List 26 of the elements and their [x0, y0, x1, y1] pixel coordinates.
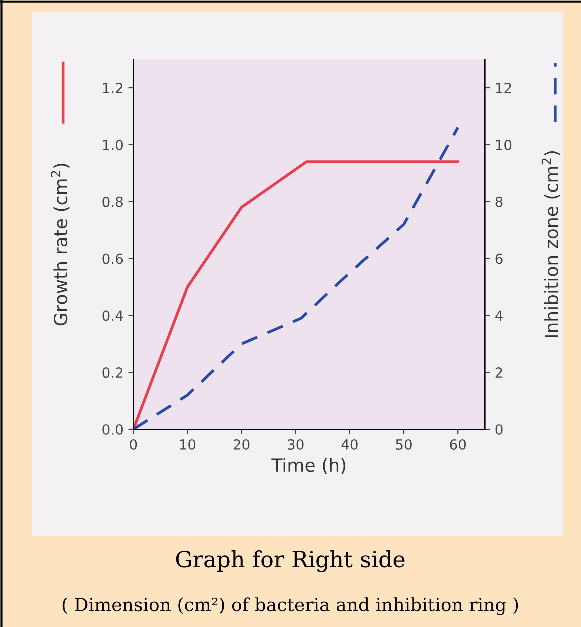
- y2-axis-title: Inhibition zone (cm$^{2}$): [542, 152, 561, 338]
- y2-tick-label: 8: [496, 196, 503, 208]
- x-tick-label: 60: [450, 439, 466, 450]
- y2-tick-label: 12: [496, 82, 512, 94]
- y-axis-title: Growth rate (cm$^{2}$): [51, 164, 70, 326]
- y-tick-label: 0.6: [102, 254, 124, 264]
- y2-tick-label: 0: [496, 424, 503, 435]
- x-tick-label: 40: [342, 439, 358, 450]
- y-tick-label: 0.8: [102, 196, 123, 208]
- text: ( Dimension (cm²) of bacteria and inhibition ring ): [62, 598, 518, 616]
- y-tick-label: 0.4: [102, 310, 124, 322]
- y-tick-label: 0.2: [102, 368, 123, 378]
- y2-tick-label: 2: [496, 368, 502, 378]
- y2-tick-label: 6: [496, 254, 503, 264]
- y2-tick-label: 4: [496, 310, 503, 321]
- x-tick-label: 30: [288, 439, 304, 450]
- x-tick-label: 50: [396, 439, 412, 450]
- y-tick-label: 1.2: [103, 82, 123, 94]
- y-tick-label: 0.0: [102, 424, 123, 435]
- text: Graph for Right side: [176, 550, 405, 572]
- x-tick-label: 10: [180, 439, 196, 450]
- x-tick-label: 0: [130, 439, 138, 450]
- x-tick-label: 20: [234, 439, 250, 450]
- y-tick-label: 1.0: [103, 140, 123, 150]
- y2-tick-label: 10: [496, 140, 512, 150]
- x-axis-title: Time (h): [272, 458, 346, 474]
